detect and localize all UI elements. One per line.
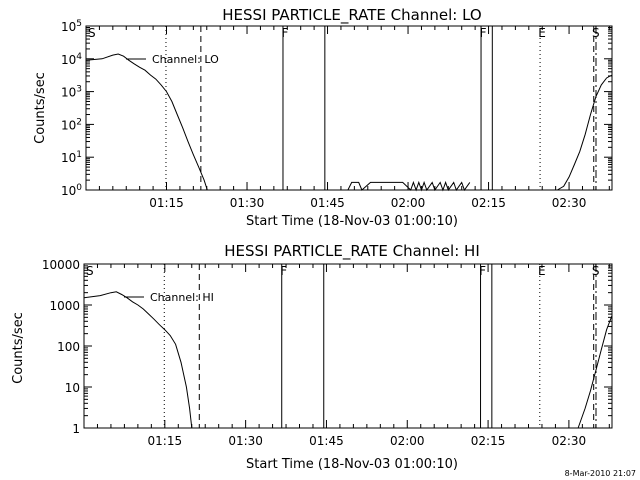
y-axis-label: Counts/sec <box>11 312 26 384</box>
event-marker-label: F <box>282 26 289 40</box>
legend-label: Channel: LO <box>152 53 219 66</box>
series-line <box>557 74 613 191</box>
series-line <box>83 291 193 429</box>
panel-hi: HESSI PARTICLE_RATE Channel: HI Counts/s… <box>11 242 613 472</box>
x-tick-label: 01:45 <box>309 434 344 448</box>
event-marker-label: F <box>280 264 287 278</box>
event-marker-label: F <box>480 26 487 40</box>
x-tick-label: 02:30 <box>552 196 587 210</box>
y-axis-label: Counts/sec <box>33 72 48 144</box>
event-marker-label: S <box>88 26 96 40</box>
event-marker-label: S <box>86 264 94 278</box>
chart-title: HESSI PARTICLE_RATE Channel: HI <box>224 242 480 261</box>
x-tick-label: 01:45 <box>310 196 345 210</box>
y-tick-label: 100 <box>57 340 80 354</box>
y-tick-label: 10 <box>65 381 80 395</box>
x-tick-label: 02:15 <box>471 196 506 210</box>
series-line <box>85 53 208 191</box>
event-marker-label: E <box>538 26 546 40</box>
x-tick-label: 02:00 <box>390 434 425 448</box>
x-tick-label: 01:15 <box>149 196 184 210</box>
x-tick-label: 01:30 <box>230 196 265 210</box>
x-tick-label: 01:30 <box>228 434 263 448</box>
x-tick-label: 02:15 <box>471 434 506 448</box>
x-axis-label: Start Time (18-Nov-03 01:00:10) <box>246 214 458 229</box>
y-tick-label: 1 <box>72 422 80 436</box>
plot-frame <box>85 25 613 191</box>
x-tick-label: 01:15 <box>148 434 183 448</box>
x-axis-label: Start Time (18-Nov-03 01:00:10) <box>246 457 458 472</box>
series-line <box>577 315 613 429</box>
event-marker-label: E <box>538 264 546 278</box>
y-tick-label: 10000 <box>42 258 80 272</box>
plot-area: 1 10 100 1000 10000 01:15 01:30 01:45 02:00 02:15… <box>42 258 613 448</box>
x-tick-label: 02:30 <box>552 434 587 448</box>
chart-title: HESSI PARTICLE_RATE Channel: LO <box>222 6 481 25</box>
date-stamp: 8-Mar-2010 21:07 <box>565 469 636 478</box>
panel-lo: HESSI PARTICLE_RATE Channel: LO Counts/s… <box>33 6 613 229</box>
event-marker-label: F <box>479 264 486 278</box>
series-line <box>347 180 471 192</box>
x-tick-label: 02:00 <box>391 196 426 210</box>
y-tick-label: 1000 <box>49 299 80 313</box>
legend-label: Channel: HI <box>150 291 214 304</box>
